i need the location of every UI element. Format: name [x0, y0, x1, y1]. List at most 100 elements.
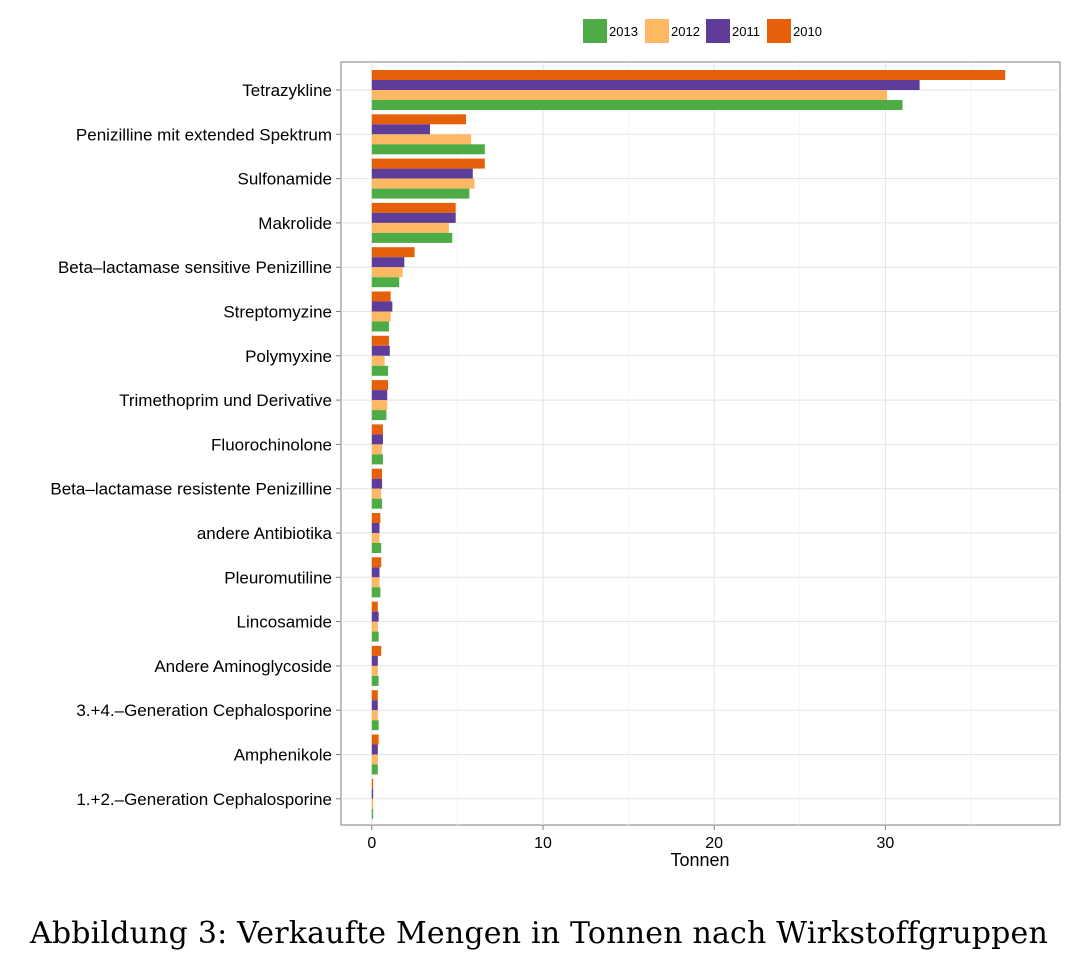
bar-2012 — [371, 178, 475, 189]
bar-2012 — [371, 355, 385, 366]
bar-2013 — [371, 587, 381, 598]
bar-2011 — [371, 301, 393, 312]
legend-label: 2010 — [793, 24, 822, 39]
bar-2010 — [371, 158, 485, 169]
bar-2013 — [371, 631, 379, 642]
bar-2011 — [371, 345, 390, 356]
bar-2011 — [371, 611, 379, 622]
bar-2013 — [371, 410, 387, 421]
category-label: andere Antibiotika — [197, 524, 333, 543]
bar-2012 — [371, 311, 391, 322]
legend-swatch — [645, 19, 669, 43]
legend-label: 2012 — [671, 24, 700, 39]
bar-2011 — [371, 390, 388, 401]
bar-2010 — [371, 734, 379, 745]
bar-2013 — [371, 144, 485, 155]
bar-2011 — [371, 744, 378, 755]
legend-swatch — [767, 19, 791, 43]
bar-2011 — [371, 257, 405, 268]
bar-2011 — [371, 168, 473, 179]
bar-2010 — [371, 601, 378, 612]
bar-chart: 2013 2012 2011 2010 TetrazyklinePenizilline… — [50, 19, 1061, 870]
bar-2011 — [371, 523, 380, 533]
bar-2011 — [371, 124, 431, 135]
bar-2012 — [371, 444, 383, 455]
bar-2012 — [371, 665, 378, 676]
category-label: Trimethoprim und Derivative — [119, 391, 332, 410]
bars — [371, 70, 1006, 819]
x-tick-label: 30 — [876, 835, 894, 852]
bar-2013 — [371, 188, 470, 199]
bar-2010 — [371, 645, 382, 656]
category-label: Andere Aminoglycoside — [154, 657, 332, 676]
bar-2011 — [371, 655, 378, 666]
bar-2013 — [371, 277, 400, 288]
bar-2013 — [371, 232, 453, 243]
bar-2010 — [371, 513, 381, 523]
legend-item-2011: 2011 — [706, 19, 760, 43]
bar-2013 — [371, 365, 389, 376]
bar-2013 — [371, 808, 374, 819]
category-label: 1.+2.–Generation Cephalosporine — [76, 790, 332, 809]
bar-2010 — [371, 70, 1006, 80]
bar-2011 — [371, 212, 456, 223]
bar-2010 — [371, 114, 466, 125]
category-label: Beta–lactamase sensitive Penizilline — [58, 258, 332, 277]
bar-2010 — [371, 424, 383, 435]
bar-2011 — [371, 80, 920, 90]
category-label: Penizilline mit extended Spektrum — [76, 125, 332, 144]
bar-2012 — [371, 533, 380, 543]
bar-2013 — [371, 543, 382, 553]
category-label: Tetrazykline — [242, 81, 332, 100]
bar-2013 — [371, 764, 378, 775]
bar-2012 — [371, 488, 382, 499]
bar-2010 — [371, 380, 389, 391]
legend-item-2012: 2012 — [645, 19, 700, 43]
bar-2011 — [371, 788, 374, 799]
category-label: Fluorochinolone — [211, 435, 332, 454]
chart: 2013 2012 2011 2010 Tetrazykline Penizilline… — [50, 19, 1061, 870]
bar-2012 — [371, 710, 378, 721]
bar-2013 — [371, 498, 383, 509]
figure-caption: Abbildung 3: Verkaufte Mengen in Tonnen … — [29, 916, 1049, 951]
category-label: Makrolide — [258, 214, 332, 233]
x-axis-title: Tonnen — [670, 850, 729, 870]
bar-2013 — [371, 675, 379, 686]
bar-2012 — [371, 222, 449, 233]
legend-swatch — [706, 19, 730, 43]
bar-2012 — [371, 400, 388, 411]
bar-2012 — [371, 90, 888, 100]
bar-2012 — [371, 754, 378, 765]
category-label: Sulfonamide — [237, 170, 332, 189]
bar-2010 — [371, 335, 389, 346]
category-label: Pleuromutiline — [224, 568, 332, 587]
bar-2010 — [371, 557, 382, 568]
bar-2010 — [371, 247, 415, 258]
bar-2012 — [371, 621, 378, 632]
bar-2010 — [371, 202, 456, 213]
x-axis: 0 10 20 30 — [367, 825, 894, 852]
x-tick-label: 0 — [367, 835, 376, 852]
bar-2011 — [371, 567, 380, 578]
bar-2012 — [371, 267, 403, 278]
bar-2013 — [371, 321, 389, 332]
category-label: Streptomyzine — [223, 303, 332, 322]
bar-2012 — [371, 134, 472, 145]
legend-item-2010: 2010 — [767, 19, 822, 43]
x-tick-label: 20 — [705, 835, 723, 852]
bar-2010 — [371, 778, 374, 789]
bar-2010 — [371, 690, 378, 701]
bar-2013 — [371, 720, 379, 731]
bar-2010 — [371, 291, 391, 302]
category-label: Amphenikole — [234, 746, 332, 765]
bar-2012 — [371, 798, 374, 809]
bar-2013 — [371, 100, 903, 110]
bar-2010 — [371, 468, 383, 479]
x-tick-label: 10 — [534, 835, 552, 852]
bar-2012 — [371, 577, 380, 588]
bar-2011 — [371, 478, 383, 489]
legend-label: 2013 — [609, 24, 638, 39]
y-axis: Tetrazykline Penizilline mit extended Spe… — [50, 81, 341, 809]
legend: 2013 2012 2011 2010 — [583, 19, 822, 43]
category-label: Beta–lactamase resistente Penizilline — [50, 480, 332, 499]
